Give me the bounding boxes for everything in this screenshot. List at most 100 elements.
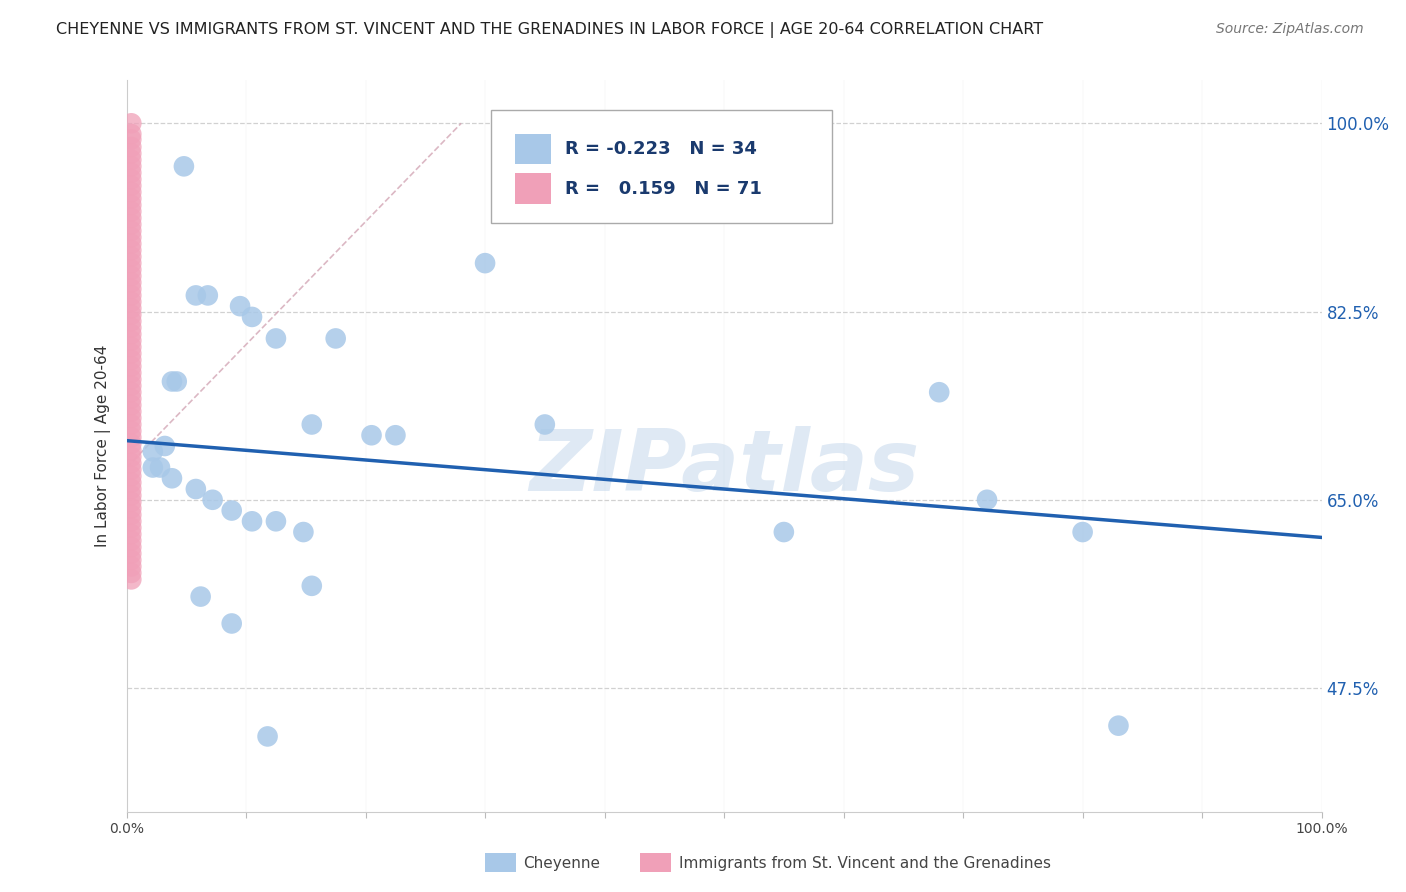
Point (120, 346, 142, 360)
Point (120, 547, 142, 561)
FancyBboxPatch shape (515, 134, 551, 164)
Point (120, 411, 142, 425)
Point (120, 417, 142, 432)
Point (120, 146, 142, 161)
Point (976, 492, 998, 507)
Point (120, 378, 142, 392)
Point (256, 730, 278, 744)
Point (292, 524, 315, 539)
Point (120, 501, 142, 516)
Text: Cheyenne: Cheyenne (523, 856, 600, 871)
Point (120, 475, 142, 490)
Point (197, 288, 219, 302)
Point (120, 116, 142, 130)
Point (474, 256, 496, 270)
Point (149, 460, 172, 475)
Point (229, 299, 252, 313)
Point (184, 288, 207, 302)
Point (120, 276, 142, 290)
Point (120, 153, 142, 167)
Text: R = -0.223   N = 34: R = -0.223 N = 34 (565, 140, 756, 158)
Point (533, 417, 555, 432)
Point (120, 262, 142, 277)
Point (120, 314, 142, 328)
Point (120, 559, 142, 574)
Point (120, 236, 142, 251)
Point (120, 268, 142, 283)
Point (120, 488, 142, 502)
Point (120, 424, 142, 438)
Point (160, 375, 183, 389)
Point (360, 428, 382, 442)
Point (120, 553, 142, 567)
Point (142, 444, 165, 458)
Text: R =   0.159   N = 71: R = 0.159 N = 71 (565, 179, 762, 197)
Point (120, 456, 142, 470)
Text: CHEYENNE VS IMMIGRANTS FROM ST. VINCENT AND THE GRENADINES IN LABOR FORCE | AGE : CHEYENNE VS IMMIGRANTS FROM ST. VINCENT … (56, 22, 1043, 38)
Point (166, 375, 188, 389)
Point (773, 524, 796, 539)
Point (120, 282, 142, 296)
FancyBboxPatch shape (515, 173, 551, 204)
Point (201, 492, 224, 507)
Point (1071, 524, 1094, 539)
Point (240, 310, 263, 324)
Point (120, 482, 142, 496)
Point (120, 430, 142, 444)
Point (120, 140, 142, 154)
Point (120, 469, 142, 483)
Point (120, 366, 142, 380)
Point (120, 256, 142, 270)
Point (120, 340, 142, 354)
Point (120, 450, 142, 464)
Point (120, 404, 142, 418)
Point (120, 244, 142, 258)
Point (120, 204, 142, 219)
Point (120, 218, 142, 232)
Point (120, 166, 142, 180)
Y-axis label: In Labor Force | Age 20-64: In Labor Force | Age 20-64 (94, 345, 111, 547)
Point (190, 590, 212, 604)
Point (1108, 719, 1130, 733)
Point (120, 566, 142, 580)
Point (120, 132, 142, 146)
Point (120, 533, 142, 548)
Point (301, 579, 323, 593)
Point (325, 331, 347, 345)
Point (153, 439, 176, 453)
Point (120, 159, 142, 173)
Point (120, 308, 142, 322)
Point (120, 294, 142, 309)
Point (928, 385, 950, 400)
FancyBboxPatch shape (491, 110, 832, 223)
Point (120, 443, 142, 458)
Point (120, 392, 142, 406)
Point (120, 288, 142, 302)
Point (120, 359, 142, 374)
Point (120, 508, 142, 522)
Point (221, 503, 243, 517)
Text: Immigrants from St. Vincent and the Grenadines: Immigrants from St. Vincent and the Gren… (679, 856, 1052, 871)
Point (120, 334, 142, 348)
Point (384, 428, 406, 442)
Point (120, 230, 142, 244)
Point (173, 159, 195, 173)
Point (120, 327, 142, 342)
Point (120, 463, 142, 477)
Point (264, 331, 287, 345)
Point (120, 437, 142, 451)
Text: ZIPatlas: ZIPatlas (529, 426, 920, 509)
Point (120, 573, 142, 587)
Point (240, 514, 263, 528)
Point (120, 514, 142, 528)
Point (120, 211, 142, 225)
Point (120, 495, 142, 509)
Point (120, 527, 142, 541)
Point (120, 540, 142, 554)
Point (120, 198, 142, 212)
Point (120, 224, 142, 238)
Point (120, 127, 142, 141)
Point (120, 385, 142, 400)
Point (120, 178, 142, 193)
Point (120, 372, 142, 386)
